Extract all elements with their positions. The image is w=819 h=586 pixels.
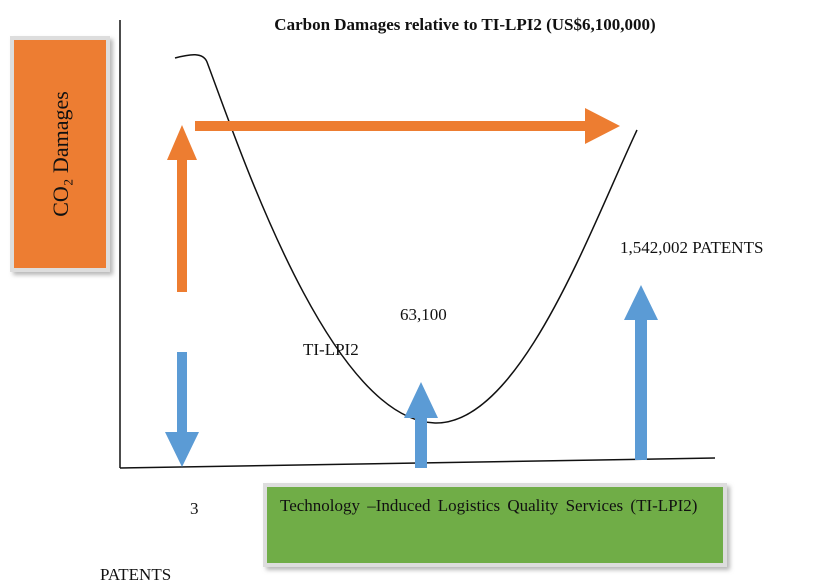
u-curve xyxy=(174,54,638,424)
y-box-label: CO₂ Damages xyxy=(48,91,73,217)
title: Carbon Damages relative to TI-LPI2 (US$6… xyxy=(274,15,655,34)
label: 3 xyxy=(190,499,199,518)
x-box-text-wrap: Technology –Induced Logistics Quality Se… xyxy=(280,496,698,515)
x-box-label: Technology –Induced Logistics Quality Se… xyxy=(280,496,698,515)
down-arrow xyxy=(165,352,199,467)
label: 63,100 xyxy=(400,305,447,324)
label: TI-LPI2 xyxy=(303,340,359,359)
up-arrow xyxy=(624,285,658,460)
y-box xyxy=(10,36,110,272)
label: 1,542,002 PATENTS xyxy=(620,238,763,257)
up-arrow xyxy=(167,125,197,292)
up-arrow xyxy=(404,382,438,468)
x-box xyxy=(263,483,727,567)
label: PATENTS xyxy=(100,565,171,584)
right-arrow xyxy=(195,108,620,144)
